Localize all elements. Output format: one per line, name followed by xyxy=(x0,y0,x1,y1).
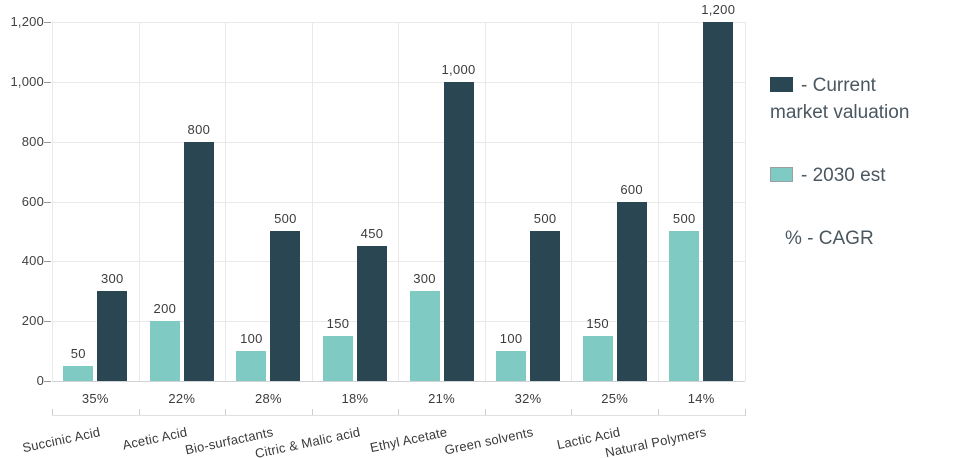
category-boundary-gridline xyxy=(138,22,140,381)
bar-2030-est xyxy=(236,351,267,381)
x-axis-divider-tick xyxy=(52,409,53,416)
category-boundary-gridline xyxy=(225,22,227,381)
category-boundary-gridline xyxy=(657,22,659,381)
y-tick-label: 600 xyxy=(21,193,44,209)
y-axis-tick xyxy=(44,321,51,323)
bar-current-market-valuation xyxy=(703,22,734,381)
y-axis-tick xyxy=(44,22,51,23)
bar-value-label: 600 xyxy=(620,181,643,197)
cagr-label: 35% xyxy=(81,391,109,406)
bar-value-label: 150 xyxy=(326,316,350,332)
category-boundary-gridline xyxy=(484,22,486,381)
x-axis-divider-tick xyxy=(484,409,486,416)
bar-2030-est xyxy=(669,231,700,381)
cagr-label: 28% xyxy=(254,391,282,406)
y-axis-tick xyxy=(44,141,51,143)
bar-value-label: 50 xyxy=(70,346,86,362)
legend-item-cagr: % - CAGR xyxy=(770,225,953,252)
x-axis-divider-tick xyxy=(657,409,659,416)
y-grid-line xyxy=(52,381,745,382)
bar-value-label: 100 xyxy=(499,331,523,347)
x-axis-line xyxy=(52,415,745,416)
bar-current-market-valuation xyxy=(183,141,214,381)
y-tick-label: 400 xyxy=(21,253,44,269)
bar-value-label: 300 xyxy=(413,271,436,287)
bar-value-label: 500 xyxy=(672,211,696,227)
x-axis-divider-tick xyxy=(571,409,573,416)
bar-current-market-valuation xyxy=(616,201,647,381)
category-boundary-gridline xyxy=(398,22,400,381)
y-tick-label: 1,000 xyxy=(10,73,44,89)
bar-2030-est xyxy=(409,291,440,381)
category-label: Ethyl Acetate xyxy=(368,424,449,456)
bar-value-label: 100 xyxy=(240,331,263,347)
category-boundary-gridline xyxy=(52,22,53,381)
2030-est-swatch xyxy=(770,167,793,182)
bar-value-label: 150 xyxy=(586,316,609,332)
bar-value-label: 500 xyxy=(274,211,297,227)
y-tick-label: 200 xyxy=(21,313,44,329)
bar-value-label: 1,000 xyxy=(441,61,476,77)
legend-item-label: - 2030 est xyxy=(801,165,886,186)
category-label: Acetic Acid xyxy=(120,424,189,453)
cagr-label: 25% xyxy=(601,391,629,406)
y-tick-label: 1,200 xyxy=(10,14,44,29)
y-axis-tick xyxy=(44,81,51,83)
bar-2030-est xyxy=(63,366,94,381)
legend-item-current-valuation: - Current market valuation xyxy=(770,72,938,126)
chart-legend: - Current market valuation - 2030 est % … xyxy=(770,72,960,252)
bar-value-label: 200 xyxy=(153,301,177,317)
cagr-label: 32% xyxy=(514,391,542,406)
bar-current-market-valuation xyxy=(356,246,387,381)
bar-2030-est xyxy=(322,336,353,381)
cagr-label: 14% xyxy=(687,391,715,406)
category-boundary-gridline xyxy=(744,22,746,381)
x-axis-divider-tick xyxy=(225,409,227,416)
bar-2030-est xyxy=(149,321,180,381)
legend-item-label: - Current market valuation xyxy=(770,75,910,123)
bar-2030-est xyxy=(496,351,527,381)
bar-value-label: 300 xyxy=(100,271,124,287)
bar-current-market-valuation xyxy=(443,81,474,381)
bar-2030-est xyxy=(582,336,613,381)
category-boundary-gridline xyxy=(571,22,573,381)
bar-value-label: 1,200 xyxy=(701,2,736,17)
category-label: Succinic Acid xyxy=(21,424,102,456)
cagr-label: 22% xyxy=(168,391,196,406)
cagr-label: 21% xyxy=(428,391,455,406)
y-tick-label: 0 xyxy=(36,373,44,388)
bar-value-label: 800 xyxy=(187,121,211,137)
legend-item-2030-est: - 2030 est xyxy=(770,162,938,189)
y-axis-tick xyxy=(44,261,51,263)
legend-item-label: % - CAGR xyxy=(785,228,874,249)
x-axis-divider-tick xyxy=(398,409,400,416)
bar-current-market-valuation xyxy=(270,231,301,381)
y-tick-label: 800 xyxy=(21,133,44,149)
y-axis-tick xyxy=(44,201,51,203)
bar-value-label: 500 xyxy=(533,211,557,227)
bar-current-market-valuation xyxy=(530,231,561,381)
category-label: Green solvents xyxy=(443,424,535,458)
category-boundary-gridline xyxy=(311,22,313,381)
y-axis-tick xyxy=(44,381,51,382)
x-axis-divider-tick xyxy=(138,409,140,416)
cagr-label: 18% xyxy=(341,391,369,406)
bar-current-market-valuation xyxy=(97,291,128,381)
x-axis-divider-tick xyxy=(744,409,746,416)
current-valuation-swatch xyxy=(770,77,793,92)
x-axis-divider-tick xyxy=(311,409,313,416)
bar-value-label: 450 xyxy=(360,226,384,242)
